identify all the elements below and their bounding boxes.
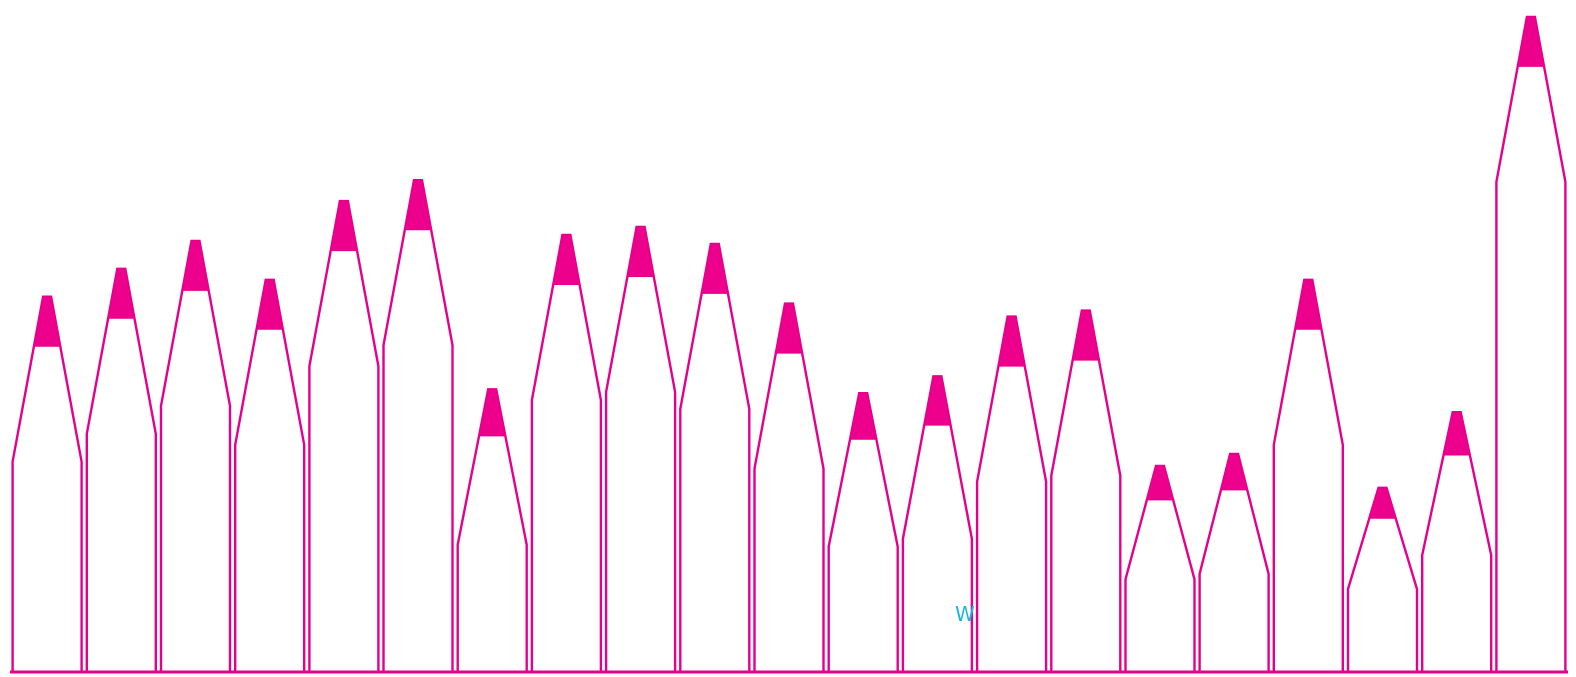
pencil-tip [997, 316, 1026, 367]
pencil-bar [159, 239, 232, 674]
pencil-tip [701, 243, 729, 294]
pencil-bar [1495, 15, 1567, 674]
pencil-tip [1368, 487, 1397, 519]
pencil-bar [11, 295, 83, 674]
pencil-tip [1220, 453, 1248, 491]
pencil-tip [478, 388, 507, 437]
pencil-tip [923, 375, 952, 426]
pencil-bar [1050, 309, 1122, 674]
pencil-bar [382, 179, 454, 674]
pencil-tip [1071, 310, 1100, 361]
pencil-tip [775, 303, 803, 354]
pencil-bar [85, 267, 157, 674]
pencil-bar [679, 242, 751, 674]
bars-group [11, 15, 1567, 674]
pencil-bar [1272, 278, 1344, 674]
pencil-tip [107, 268, 136, 319]
pencil-tip [1146, 465, 1174, 501]
pencil-bar [530, 233, 603, 674]
pencil-tip [626, 226, 655, 277]
pencil-bar [308, 199, 380, 674]
pencil-tip [255, 279, 284, 330]
watermark-text: W [955, 602, 975, 626]
pencil-tip [1442, 411, 1471, 456]
pencil-tip [1517, 16, 1545, 67]
pencil-tip [33, 296, 61, 347]
pencil-tip [330, 200, 358, 252]
pencil-bar [975, 315, 1048, 674]
pencil-tip [404, 179, 432, 231]
pencil-bar [604, 225, 677, 674]
pencil-tip [1294, 279, 1323, 330]
pencil-tip [552, 234, 581, 285]
pencil-tip [181, 240, 210, 291]
pencil-tip [849, 392, 877, 440]
pencil-bar [753, 302, 825, 674]
pencil-bar [234, 278, 306, 674]
